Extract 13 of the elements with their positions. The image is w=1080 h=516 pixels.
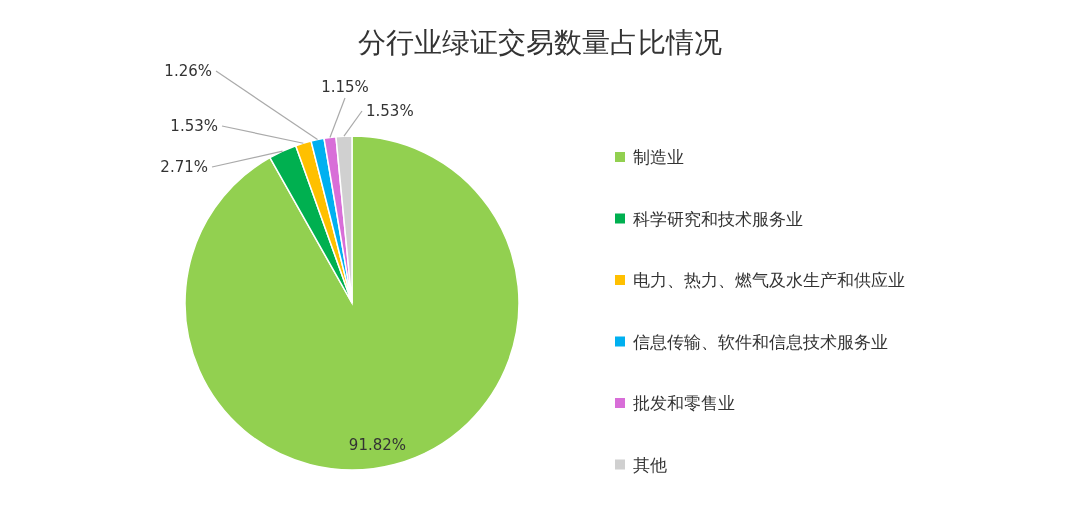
legend-label: 信息传输、软件和信息技术服务业 xyxy=(633,331,888,352)
data-label: 1.26% xyxy=(164,62,212,80)
legend-label: 其他 xyxy=(633,454,667,475)
data-label: 1.53% xyxy=(170,117,218,135)
data-label: 1.15% xyxy=(321,78,369,96)
data-label: 1.53% xyxy=(366,102,414,120)
legend-label: 制造业 xyxy=(633,147,684,167)
data-label: 2.71% xyxy=(160,158,208,176)
legend-label: 科学研究和技术服务业 xyxy=(633,208,803,229)
legend-label: 电力、热力、燃气及水生产和供应业 xyxy=(633,270,905,290)
chart-title: 分行业绿证交易数量占比情况 xyxy=(358,26,722,59)
data-label: 91.82% xyxy=(348,435,407,454)
legend-label: 批发和零售业 xyxy=(633,393,735,413)
